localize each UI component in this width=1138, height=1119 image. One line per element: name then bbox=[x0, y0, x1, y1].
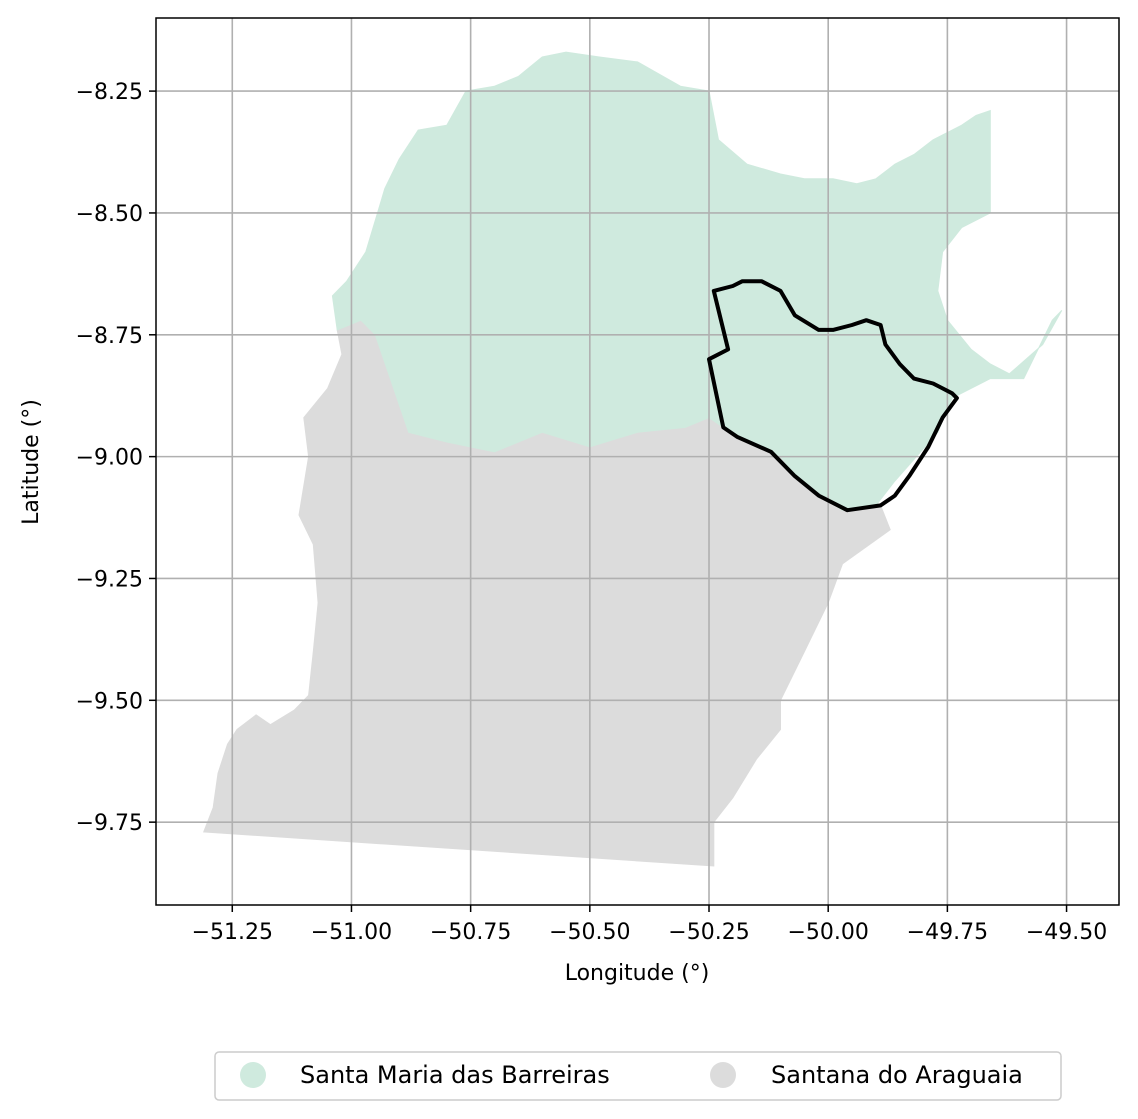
x-tick-label: −51.25 bbox=[192, 920, 273, 945]
y-tick-label: −8.50 bbox=[76, 202, 143, 227]
plot-frame bbox=[155, 17, 1120, 906]
x-tick-label: −50.50 bbox=[549, 920, 630, 945]
x-axis-label: Longitude (°) bbox=[565, 961, 710, 986]
highlighted-area-outline bbox=[707, 279, 959, 513]
y-tick-label: −8.25 bbox=[76, 80, 143, 105]
x-tick-label: −49.50 bbox=[1026, 920, 1107, 945]
legend-label-santana: Santana do Araguaia bbox=[771, 1061, 1023, 1089]
x-axis: −51.25 −51.00 −50.75 −50.50 −50.25 −50.00 −49.… bbox=[192, 905, 1107, 945]
y-axis: −8.25 −8.50 −8.75 −9.00 −9.25 −9.50 −9.75 bbox=[76, 80, 156, 836]
x-tick-label: −50.75 bbox=[430, 920, 511, 945]
y-tick-label: −9.50 bbox=[76, 689, 143, 714]
y-tick-label: −9.75 bbox=[76, 811, 143, 836]
y-tick-label: −9.00 bbox=[76, 446, 143, 471]
x-tick-label: −49.75 bbox=[907, 920, 988, 945]
legend: Santa Maria das Barreiras Santana do Ara… bbox=[214, 1051, 1062, 1101]
y-tick-label: −9.25 bbox=[76, 567, 143, 592]
legend-frame bbox=[214, 1051, 1062, 1101]
legend-marker-santana bbox=[710, 1062, 736, 1088]
x-tick-label: −50.25 bbox=[668, 920, 749, 945]
grid-layer bbox=[156, 18, 1119, 905]
legend-marker-santa-maria bbox=[240, 1062, 266, 1088]
x-tick-label: −51.00 bbox=[311, 920, 392, 945]
outline-layer bbox=[707, 279, 959, 513]
legend-label-santa-maria: Santa Maria das Barreiras bbox=[300, 1061, 610, 1089]
region-santa-maria-das-barreiras bbox=[331, 51, 1063, 511]
y-axis-label: Latitude (°) bbox=[19, 399, 44, 525]
y-tick-label: −8.75 bbox=[76, 324, 143, 349]
x-tick-label: −50.00 bbox=[787, 920, 868, 945]
